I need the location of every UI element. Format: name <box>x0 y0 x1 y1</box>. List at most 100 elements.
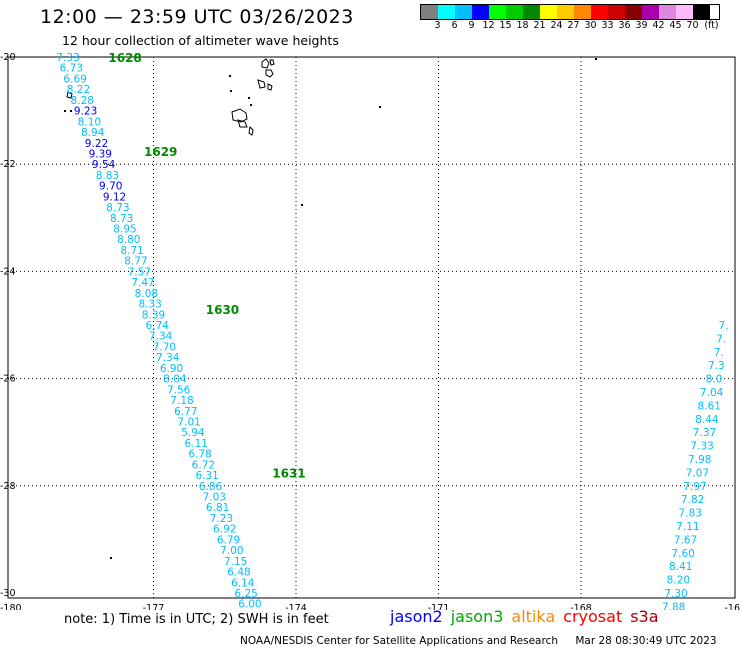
legend-swatch <box>591 5 608 19</box>
wave-height-value: 7.60 <box>671 548 694 560</box>
x-tick-label: -174 <box>285 603 307 610</box>
wave-height-value: 7.00 <box>220 545 243 557</box>
legend-swatch <box>574 5 591 19</box>
legend-label: 6 <box>451 20 458 31</box>
legend-label: 30 <box>584 20 597 31</box>
wave-height-value: 6.69 <box>63 73 86 85</box>
wave-height-value: 8.73 <box>110 213 133 225</box>
footer-timestamp: Mar 28 08:30:49 UTC 2023 <box>575 635 717 647</box>
time-label: 1631 <box>272 466 305 480</box>
wave-height-value: 7. <box>714 347 724 359</box>
wave-height-value: 8.08 <box>135 288 158 300</box>
wave-height-value: 8.10 <box>78 116 101 128</box>
wave-height-value: 7. <box>718 320 728 332</box>
satellite-legend: jason2 jason3 altika cryosat s3a <box>390 607 667 626</box>
legend-swatch <box>455 5 472 19</box>
wave-height-value: 7.33 <box>56 52 79 64</box>
legend-label: 27 <box>567 20 580 31</box>
y-tick-label: -28 <box>0 481 16 492</box>
wave-height-value: 6.73 <box>60 63 83 75</box>
wave-height-value: 8.95 <box>113 224 136 236</box>
wave-height-value: 9.39 <box>89 148 112 160</box>
legend-swatch <box>557 5 574 19</box>
islands <box>64 58 597 559</box>
legend-swatch <box>693 5 710 19</box>
wave-height-value: 7.97 <box>683 481 706 493</box>
y-tick-label: -30 <box>0 588 16 599</box>
time-label: 1628 <box>108 51 141 65</box>
wave-height-value: 9.70 <box>99 181 122 193</box>
wave-height-value: 6.79 <box>217 534 240 546</box>
island-dot <box>250 104 252 106</box>
island-dot <box>64 110 66 112</box>
island-outline <box>257 79 266 89</box>
island-outline <box>269 59 275 66</box>
wave-height-value: 8.94 <box>81 127 105 139</box>
legend-swatch <box>421 5 438 19</box>
map-grid <box>8 57 735 598</box>
time-label: 1629 <box>144 145 177 159</box>
legend-swatch <box>642 5 659 19</box>
time-labels: 1628 1629 1630 1631 <box>108 51 305 480</box>
island-dot <box>301 204 303 206</box>
map-title: 12:00 — 23:59 UTC 03/26/2023 <box>40 6 354 28</box>
wave-height-value: 7.18 <box>170 395 193 407</box>
wave-height-value: 9.12 <box>103 191 126 203</box>
legend-label: 36 <box>618 20 631 31</box>
legend-swatch <box>523 5 540 19</box>
wave-height-value: 7.34 <box>149 331 173 343</box>
wave-height-value: 7.3 <box>708 360 725 372</box>
island-outline <box>237 119 248 128</box>
wave-height-value: 7.30 <box>664 588 687 600</box>
legend-unit: (ft) <box>704 20 719 31</box>
wave-height-value: 6.31 <box>195 470 218 482</box>
wave-height-value: 7.56 <box>167 384 191 396</box>
wave-height-value: 7.07 <box>686 467 709 479</box>
legend-label: 15 <box>499 20 512 31</box>
legend-label: 9 <box>468 20 475 31</box>
wave-height-value: 7.83 <box>679 508 702 520</box>
satellite-tracks: 7.336.736.698.228.289.238.108.949.229.39… <box>56 52 728 610</box>
legend-label: 24 <box>550 20 563 31</box>
wave-height-value: 8.73 <box>106 202 129 214</box>
map-subtitle: 12 hour collection of altimeter wave hei… <box>62 33 339 48</box>
wave-height-value: 6.48 <box>227 567 250 579</box>
island-outline <box>265 69 274 78</box>
map-border <box>7 56 736 599</box>
satellite-jason3: jason3 <box>450 607 504 626</box>
legend-swatch <box>659 5 676 19</box>
island-outline <box>231 108 248 123</box>
island-outline <box>66 91 73 99</box>
axis-ticks: -180 -177 -174 -171 -168 -16 -20 -22 -24 -26 -28 -3… <box>0 52 740 610</box>
satellite-jason2: jason2 <box>390 607 443 626</box>
footer-center: NOAA/NESDIS Center for Satellite Applica… <box>240 635 558 647</box>
wave-height-value: 7.70 <box>153 341 176 353</box>
wave-height-value: 7.04 <box>700 387 724 399</box>
legend-label: 39 <box>635 20 648 31</box>
wave-height-value: 9.54 <box>92 159 116 171</box>
wave-height-value: 6.11 <box>185 438 208 450</box>
wave-height-value: 6.90 <box>160 363 183 375</box>
wave-height-value: 8.04 <box>163 374 187 386</box>
legend-swatch <box>625 5 642 19</box>
wave-height-map: -180 -177 -174 -171 -168 -16 -20 -22 -24 -26 -28 -3… <box>0 51 740 610</box>
wave-height-value: 6.92 <box>213 524 236 536</box>
x-tick-label: -168 <box>570 603 592 610</box>
legend-swatch <box>540 5 557 19</box>
time-label: 1630 <box>206 303 239 317</box>
wave-height-value: 8.80 <box>117 234 140 246</box>
y-tick-label: -20 <box>0 52 16 63</box>
x-tick-label: -16 <box>724 603 740 610</box>
legend-label: 42 <box>652 20 665 31</box>
wave-height-value: 6.14 <box>231 577 255 589</box>
legend-swatch <box>676 5 693 19</box>
wave-height-value: 8.0 <box>706 374 723 386</box>
wave-height-value: 8.20 <box>667 575 690 587</box>
legend-swatch <box>438 5 455 19</box>
legend-label: 45 <box>669 20 682 31</box>
legend-label: 70 <box>686 20 699 31</box>
wave-height-value: 7.88 <box>662 601 685 610</box>
color-legend: 3 6 9 12 15 18 21 24 27 30 33 36 39 42 45 70 (ft) <box>420 4 720 31</box>
wave-height-value: 6.86 <box>199 481 223 493</box>
island-outline <box>267 83 273 91</box>
